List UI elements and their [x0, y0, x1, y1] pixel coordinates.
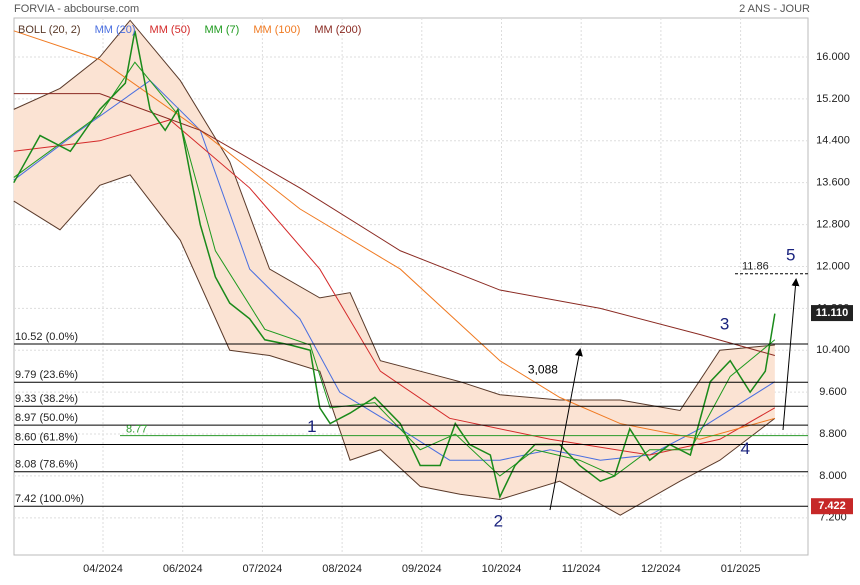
fib-label: 8.97 (50.0%) — [15, 412, 78, 424]
legend-entry: MM (7) — [204, 24, 239, 36]
annotation: 3 — [720, 315, 729, 334]
fib-label: 10.52 (0.0%) — [15, 331, 78, 343]
price-tag-label: 11.110 — [816, 307, 848, 319]
band-upper — [13, 19, 775, 412]
legend-entry: MM (20) — [95, 24, 136, 36]
x-tick-label: 01/2025 — [721, 563, 761, 575]
x-tick-label: 08/2024 — [322, 563, 362, 575]
y-tick-label: 9.600 — [819, 386, 847, 398]
y-tick-label: 13.600 — [816, 177, 850, 189]
fib-label: 8.08 (78.6%) — [15, 459, 78, 471]
y-tick-label: 10.400 — [816, 344, 850, 356]
band-fill — [13, 20, 775, 516]
annotation: 3,088 — [528, 362, 558, 376]
legend-entry: MM (200) — [314, 24, 361, 36]
overlays: 10.52 (0.0%) 9.79 (23.6%) 9.33 (38.2%) 8.97… — [14, 245, 808, 530]
price-tag — [811, 498, 853, 515]
chart-subtitle: 2 ANS - JOUR — [739, 3, 810, 15]
legend-entry: BOLL (20, 2) — [18, 24, 81, 36]
x-tick-label: 09/2024 — [402, 563, 442, 575]
x-tick-label: 07/2024 — [243, 563, 283, 575]
annotation: 2 — [494, 511, 503, 530]
y-tick-label: 12.800 — [816, 218, 850, 230]
lines — [13, 30, 776, 500]
x-tick-label: 04/2024 — [83, 563, 123, 575]
bollinger — [13, 19, 776, 516]
y-tick-label: 8.800 — [819, 428, 847, 440]
support-label: 8.77 — [126, 424, 147, 436]
annotation: 4 — [741, 439, 750, 458]
y-tick-label: 7.200 — [819, 512, 847, 524]
moving-average — [13, 93, 775, 356]
y-tick-label: 12.000 — [816, 260, 850, 272]
legend-entry: MM (50) — [150, 24, 191, 36]
x-tick-label: 10/2024 — [482, 563, 522, 575]
annotation: 1 — [307, 417, 316, 436]
fib-label: 9.79 (23.6%) — [15, 369, 78, 381]
y-tick-label: 16.000 — [816, 51, 850, 63]
legend-entry: MM (100) — [253, 24, 300, 36]
band-lower — [13, 174, 776, 516]
arrow — [549, 348, 583, 511]
moving-average — [13, 30, 775, 440]
fib-label: 9.33 (38.2%) — [15, 393, 78, 405]
annotation: 5 — [786, 245, 795, 264]
fib-label: 7.42 (100.0%) — [15, 493, 84, 505]
price-tag — [811, 305, 853, 322]
fib-label: 8.60 (61.8%) — [15, 431, 78, 443]
arrow — [782, 278, 800, 431]
chart-title: FORVIA - abcbourse.com — [14, 3, 139, 15]
x-tick-label: 11/2024 — [562, 563, 601, 575]
target-label: 11.86 — [742, 261, 769, 273]
y-tick-label: 15.200 — [816, 93, 850, 105]
x-tick-label: 12/2024 — [641, 563, 681, 575]
y-tick-label: 8.000 — [819, 470, 847, 482]
plot-frame — [13, 17, 809, 556]
price-line — [13, 30, 776, 500]
x-tick-label: 06/2024 — [163, 563, 203, 575]
price-tag-label: 7.422 — [818, 500, 846, 512]
y-tick-label: 14.400 — [816, 135, 850, 147]
